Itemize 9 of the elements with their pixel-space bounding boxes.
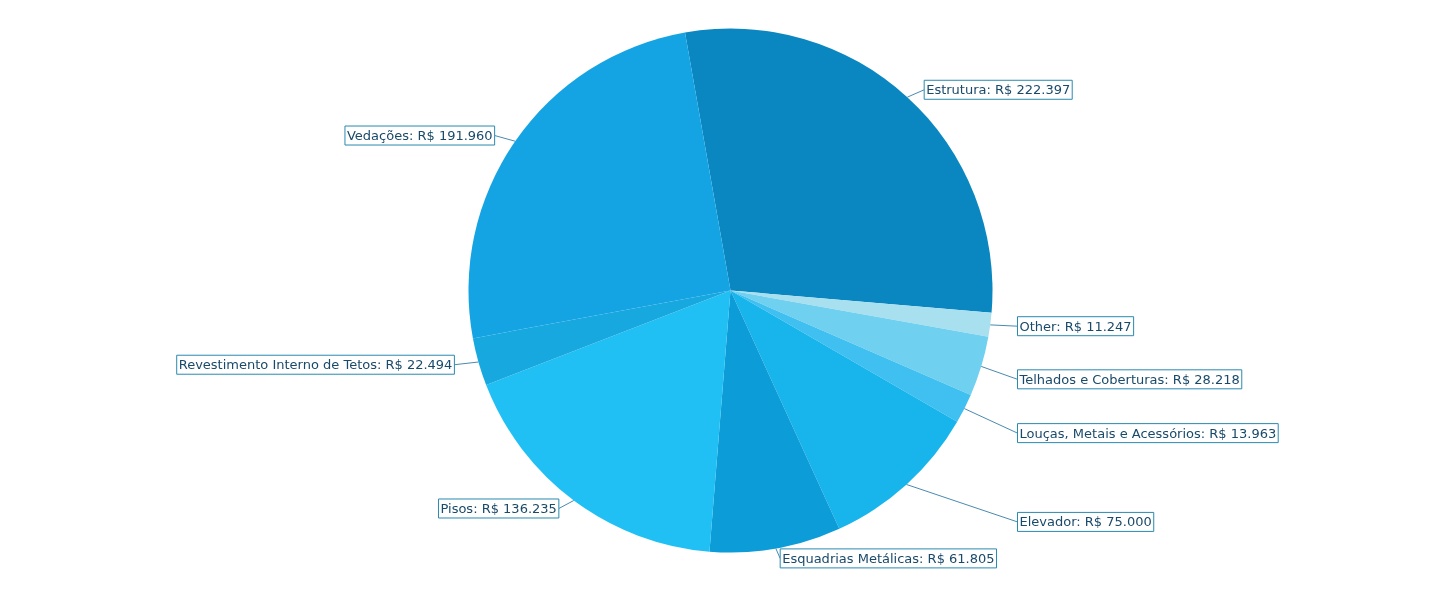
slice-label: Revestimento Interno de Tetos: R$ 22.494 [178, 357, 453, 373]
slice-label: Louças, Metais e Acessórios: R$ 13.963 [1019, 425, 1277, 441]
slice-label: Vedações: R$ 191.960 [346, 128, 493, 144]
slice-label: Telhados e Coberturas: R$ 28.218 [1018, 371, 1240, 387]
slice-label: Pisos: R$ 136.235 [440, 500, 557, 516]
slice-label: Other: R$ 11.247 [1019, 318, 1132, 334]
slice-label: Estrutura: R$ 222.397 [926, 82, 1071, 98]
slice-label: Elevador: R$ 75.000 [1019, 514, 1152, 530]
slice-label: Esquadrias Metálicas: R$ 61.805 [782, 550, 995, 566]
